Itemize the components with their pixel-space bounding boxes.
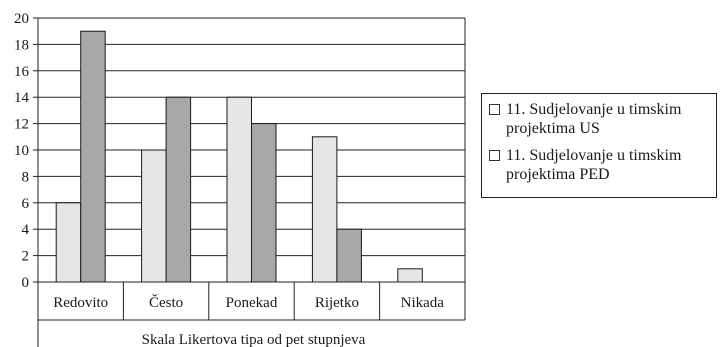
y-tick-label: 0 (22, 275, 30, 291)
x-tick-label: Redovito (53, 295, 108, 311)
y-tick-label: 16 (14, 64, 30, 80)
x-axis-title: Skala Likertova tipa od pet stupnjeva (142, 332, 366, 347)
x-tick-label: Nikada (401, 295, 445, 311)
y-tick-label: 14 (14, 90, 30, 106)
y-tick-label: 4 (22, 222, 30, 238)
bar (336, 228, 362, 283)
y-tick-label: 12 (14, 117, 29, 133)
legend-label-ped: 11. Sudjelovanje u timskim projektima PE… (506, 147, 682, 183)
x-tick-label: Ponekad (226, 295, 278, 311)
x-tick-label: Rijetko (315, 295, 359, 311)
bar (80, 30, 106, 283)
legend-entry-us: 11. Sudjelovanje u timskim projektima US (489, 100, 708, 138)
legend-swatch-ped (489, 150, 500, 161)
y-tick-label: 8 (22, 169, 30, 185)
y-tick-label: 20 (14, 11, 29, 27)
bar (251, 123, 277, 283)
bar (141, 149, 167, 283)
x-tick-label: Često (149, 294, 183, 311)
legend-swatch-us (489, 104, 500, 115)
legend-label-us: 11. Sudjelovanje u timskim projektima US (506, 101, 682, 137)
y-tick-label: 10 (14, 143, 29, 159)
y-tick-label: 6 (22, 196, 30, 212)
y-tick-label: 2 (22, 249, 30, 265)
y-tick-label: 18 (14, 37, 29, 53)
bar (165, 96, 192, 283)
legend: 11. Sudjelovanje u timskim projektima US… (481, 93, 717, 198)
bar (55, 202, 82, 283)
legend-entry-ped: 11. Sudjelovanje u timskim projektima PE… (489, 146, 708, 184)
bar (397, 268, 423, 283)
bar (311, 136, 338, 283)
bar (226, 96, 252, 283)
